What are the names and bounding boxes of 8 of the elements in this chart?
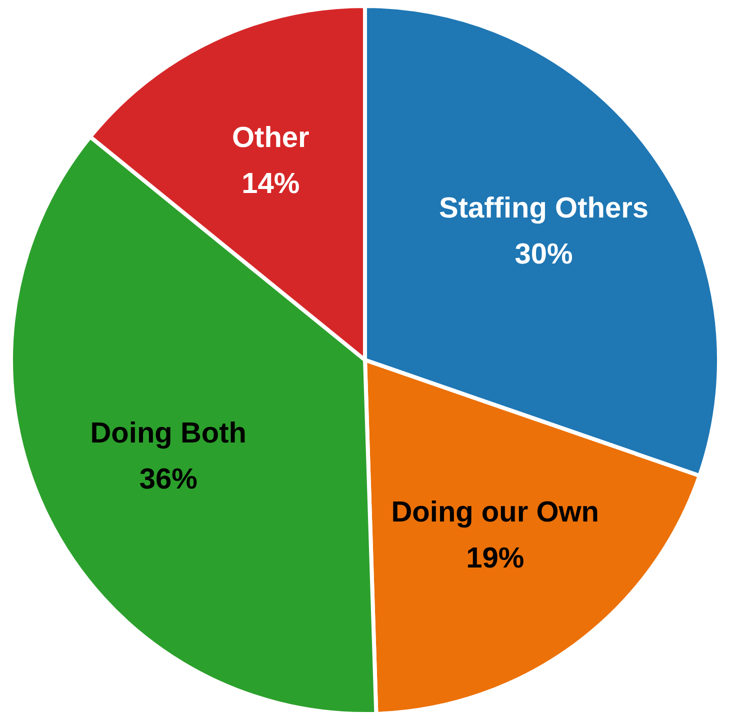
slice-label: Staffing Others — [439, 192, 649, 225]
slice-label: Other — [232, 122, 310, 154]
slice-label: Doing our Own — [391, 496, 600, 529]
data-label: 36% — [139, 463, 198, 496]
data-label: 30% — [514, 238, 574, 271]
data-label: 19% — [466, 542, 524, 575]
slice-label: Doing Both — [90, 417, 246, 450]
data-label: 14% — [242, 168, 300, 200]
